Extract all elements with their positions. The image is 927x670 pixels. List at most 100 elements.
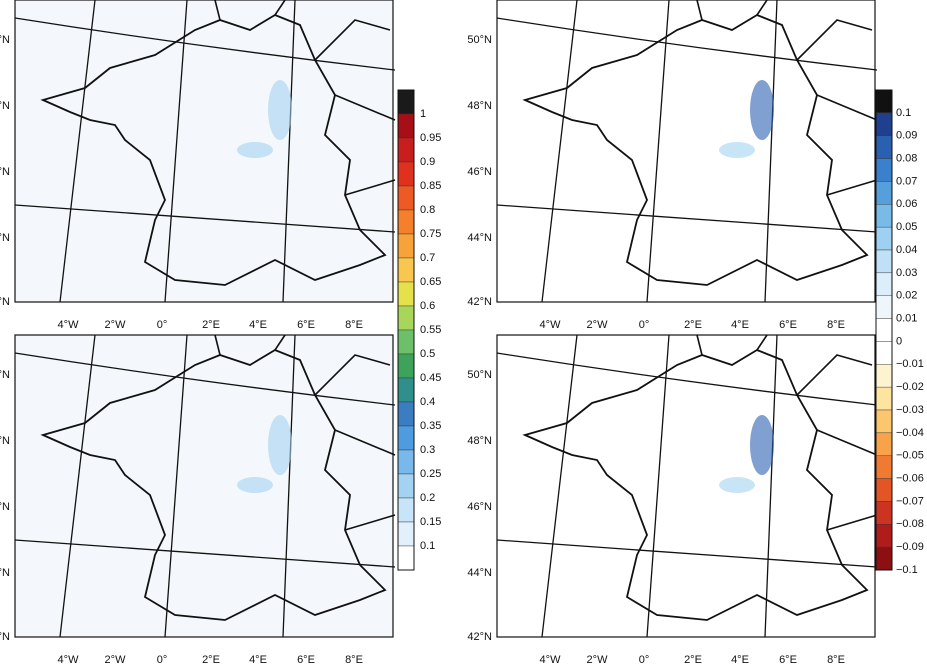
colorbar-box xyxy=(875,135,893,159)
lon-label: 6°E xyxy=(779,319,797,331)
lon-label: 8°E xyxy=(827,654,845,665)
lon-label: 0° xyxy=(157,654,168,665)
map-lines xyxy=(14,334,396,638)
colorbar-label: 0.7 xyxy=(420,252,435,264)
field-blob xyxy=(719,142,755,158)
lat-label: 44°N xyxy=(467,232,492,244)
colorbar-box xyxy=(875,455,893,479)
colorbar-label: 0.6 xyxy=(420,300,435,312)
colorbar-label: 0.05 xyxy=(896,221,917,233)
colorbar-box xyxy=(397,353,415,379)
lon-label: 4°W xyxy=(58,319,80,331)
lat-label: 46°N xyxy=(0,166,10,178)
lon-label: 2°E xyxy=(684,319,702,331)
lat-label: 50°N xyxy=(467,34,492,46)
lon-label: 2°W xyxy=(105,319,127,331)
lon-label: 4°E xyxy=(731,654,749,665)
colorbar-box xyxy=(397,497,415,523)
colorbar-label: 0.65 xyxy=(420,276,441,288)
field-blob xyxy=(750,415,774,475)
lat-label: 44°N xyxy=(467,567,492,579)
field-blob xyxy=(237,477,273,493)
colorbar-frame xyxy=(875,89,893,571)
colorbar-box xyxy=(875,295,893,319)
colorbar-box xyxy=(875,181,893,205)
lat-label: 46°N xyxy=(467,166,492,178)
colorbar-frame xyxy=(397,89,415,571)
colorbar-box xyxy=(397,137,415,163)
lon-label: 4°E xyxy=(249,654,267,665)
colorbar-label: 0.02 xyxy=(896,290,917,302)
lon-label: 6°E xyxy=(297,654,315,665)
colorbar-label: −0.09 xyxy=(896,541,924,553)
colorbar-label: 0.07 xyxy=(896,175,917,187)
lat-label: 50°N xyxy=(0,34,10,46)
colorbar-box xyxy=(397,281,415,307)
lat-label: 46°N xyxy=(467,501,492,513)
colorbar-box xyxy=(875,524,893,548)
colorbar-box xyxy=(875,226,893,251)
lon-label: 8°E xyxy=(345,654,363,665)
field-blob xyxy=(750,80,774,140)
lat-label: 42°N xyxy=(467,296,492,308)
lat-label: 50°N xyxy=(467,369,492,381)
colorbar-label: 0.03 xyxy=(896,267,917,279)
colorbar-box xyxy=(875,409,893,434)
colorbar-label: 0.8 xyxy=(420,204,435,216)
lon-label: 6°E xyxy=(779,654,797,665)
colorbar-label: −0.01 xyxy=(896,358,924,370)
colorbar-label: 0.06 xyxy=(896,198,917,210)
colorbar-label: −0.05 xyxy=(896,450,924,462)
lon-label: 2°E xyxy=(684,654,702,665)
colorbar-box xyxy=(875,112,893,136)
lon-label: 4°W xyxy=(540,319,562,331)
colorbar-box xyxy=(397,209,415,235)
colorbar-label: 0.25 xyxy=(420,468,441,480)
field-blob xyxy=(268,415,292,475)
colorbar-box xyxy=(397,161,415,187)
colorbar-box xyxy=(875,432,893,456)
lon-label: 0° xyxy=(157,319,168,331)
lon-label: 8°E xyxy=(827,319,845,331)
lat-label: 48°N xyxy=(467,435,492,447)
colorbar-label: 0.45 xyxy=(420,372,441,384)
colorbar-label: 0.4 xyxy=(420,396,435,408)
colorbar-box xyxy=(875,204,893,228)
colorbar-label: −0.02 xyxy=(896,381,924,393)
colorbar-box xyxy=(397,377,415,403)
colorbar-box xyxy=(875,158,893,182)
field-blob xyxy=(237,142,273,158)
colorbar-label: −0.08 xyxy=(896,518,924,530)
colorbar-label: −0.1 xyxy=(896,564,918,576)
colorbar-box xyxy=(875,546,893,571)
colorbar-label: 0.08 xyxy=(896,152,917,164)
colorbar-label: 0.3 xyxy=(420,444,435,456)
lon-label: 4°E xyxy=(731,319,749,331)
colorbar-box xyxy=(397,449,415,475)
colorbar-label: −0.06 xyxy=(896,472,924,484)
lat-label: 42°N xyxy=(0,296,10,308)
colorbar-box xyxy=(397,401,415,427)
colorbar-label: 0.1 xyxy=(420,540,435,552)
colorbar-label: 0.95 xyxy=(420,132,441,144)
colorbar-box xyxy=(397,233,415,259)
colorbar-label: 0.09 xyxy=(896,130,917,142)
colorbar-label: 0.1 xyxy=(896,107,911,119)
colorbar-box xyxy=(875,386,893,411)
lon-label: 6°E xyxy=(297,319,315,331)
field-blob xyxy=(719,477,755,493)
lon-label: 0° xyxy=(639,654,650,665)
lon-label: 0° xyxy=(639,319,650,331)
lon-label: 2°E xyxy=(202,319,220,331)
lon-label: 2°W xyxy=(587,319,609,331)
lat-label: 42°N xyxy=(0,631,10,643)
colorbar-label: 0.2 xyxy=(420,492,435,504)
colorbar-label: 1 xyxy=(420,108,426,120)
colorbar-label: 0 xyxy=(896,335,902,347)
colorbar-box xyxy=(397,545,415,571)
colorbar-box xyxy=(875,249,893,274)
field-blob xyxy=(268,80,292,140)
colorbar-label: 0.5 xyxy=(420,348,435,360)
lon-label: 2°W xyxy=(105,654,127,665)
lon-label: 8°E xyxy=(345,319,363,331)
